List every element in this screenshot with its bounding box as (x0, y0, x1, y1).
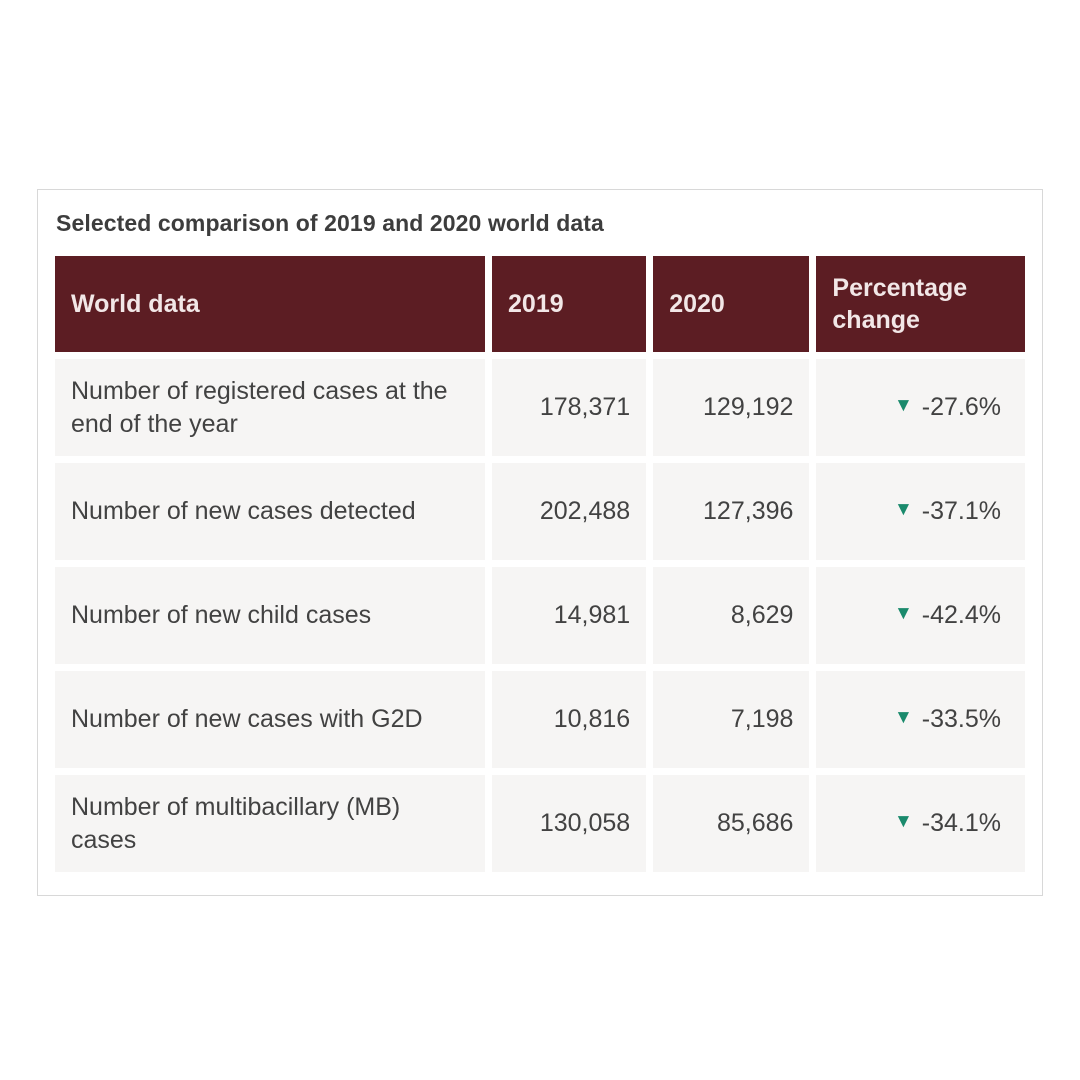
value-2019: 10,816 (492, 671, 647, 768)
value-2020: 127,396 (653, 463, 810, 560)
value-2020: 85,686 (653, 775, 810, 872)
value-2019: 202,488 (492, 463, 647, 560)
row-label: Number of multibacillary (MB) cases (55, 775, 486, 872)
column-header-2019: 2019 (492, 256, 647, 352)
column-header-percentage-change: Percentage change (816, 256, 1025, 352)
column-header-2020: 2020 (653, 256, 810, 352)
percentage-change-value: -33.5% (921, 705, 1001, 734)
row-label: Number of new child cases (55, 567, 486, 664)
value-2019: 130,058 (492, 775, 647, 872)
column-header-world-data: World data (55, 256, 486, 352)
percentage-change-cell: ▼ -27.6% (816, 359, 1025, 456)
down-triangle-icon: ▼ (893, 811, 913, 833)
percentage-change-value: -34.1% (921, 809, 1001, 838)
down-triangle-icon: ▼ (893, 395, 913, 417)
percentage-change-value: -27.6% (921, 393, 1001, 422)
row-label: Number of new cases detected (55, 463, 486, 560)
percentage-change-cell: ▼ -42.4% (816, 567, 1025, 664)
down-triangle-icon: ▼ (893, 707, 913, 729)
value-2020: 8,629 (653, 567, 810, 664)
down-triangle-icon: ▼ (893, 499, 913, 521)
percentage-change-value: -37.1% (921, 497, 1001, 526)
value-2020: 129,192 (653, 359, 810, 456)
percentage-change-cell: ▼ -34.1% (816, 775, 1025, 872)
value-2019: 14,981 (492, 567, 647, 664)
value-2019: 178,371 (492, 359, 647, 456)
percentage-change-cell: ▼ -33.5% (816, 671, 1025, 768)
value-2020: 7,198 (653, 671, 810, 768)
table-title: Selected comparison of 2019 and 2020 wor… (56, 210, 604, 236)
percentage-change-value: -42.4% (921, 601, 1001, 630)
down-triangle-icon: ▼ (893, 603, 913, 625)
comparison-table-card: Selected comparison of 2019 and 2020 wor… (37, 189, 1043, 896)
row-label: Number of new cases with G2D (55, 671, 486, 768)
world-data-table: World data 2019 2020 Percentage change N… (55, 256, 1025, 872)
percentage-change-cell: ▼ -37.1% (816, 463, 1025, 560)
row-label: Number of registered cases at the end of… (55, 359, 486, 456)
